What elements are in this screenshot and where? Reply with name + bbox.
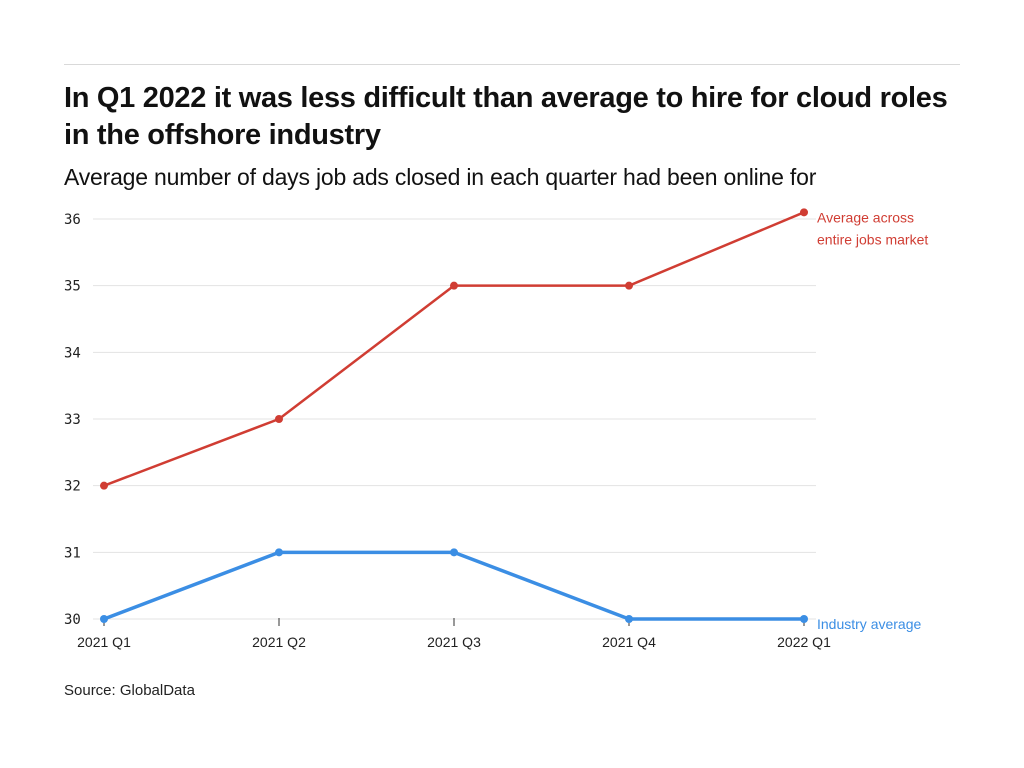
y-tick-label: 30: [64, 612, 81, 628]
series-line: [103, 550, 804, 621]
data-point: [800, 208, 808, 217]
x-tick-label: 2022 Q1: [777, 634, 831, 650]
x-tick-label: 2021 Q4: [602, 634, 656, 650]
y-axis-ticks: 30 31 32 33 34 35 36: [64, 212, 81, 628]
series-label: Average across: [817, 209, 914, 225]
data-point: [100, 615, 108, 623]
y-tick-label: 34: [64, 345, 81, 361]
data-point: [275, 548, 283, 557]
data-point: [625, 615, 633, 623]
top-divider: [64, 64, 960, 65]
series-labels: Average across entire jobs market Industry…: [817, 209, 928, 632]
y-tick-label: 35: [64, 279, 81, 295]
data-point: [625, 281, 633, 290]
x-tick-label: 2021 Q2: [252, 634, 306, 650]
data-point: [275, 415, 283, 423]
chart-title: In Q1 2022 it was less difficult than av…: [64, 82, 948, 151]
series-line: [103, 211, 805, 487]
series-label: entire jobs market: [817, 231, 928, 247]
data-point: [450, 281, 458, 290]
x-tick-label: 2021 Q3: [427, 634, 481, 650]
y-tick-label: 33: [64, 412, 81, 428]
chart-subtitle: Average number of days job ads closed in…: [64, 164, 817, 190]
source-note: Source: GlobalData: [64, 682, 195, 699]
x-axis-ticks: 2021 Q1 2021 Q2 2021 Q3 2021 Q4 2022 Q1: [77, 618, 831, 650]
x-tick-label: 2021 Q1: [77, 634, 131, 650]
y-tick-label: 36: [64, 212, 81, 228]
data-point: [800, 615, 808, 623]
series-lines: [100, 208, 808, 623]
y-tick-label: 32: [64, 479, 81, 495]
data-point: [100, 481, 108, 490]
series-label: Industry average: [817, 616, 921, 632]
y-tick-label: 31: [64, 545, 81, 561]
data-point: [450, 548, 458, 557]
gridlines: [93, 218, 816, 620]
